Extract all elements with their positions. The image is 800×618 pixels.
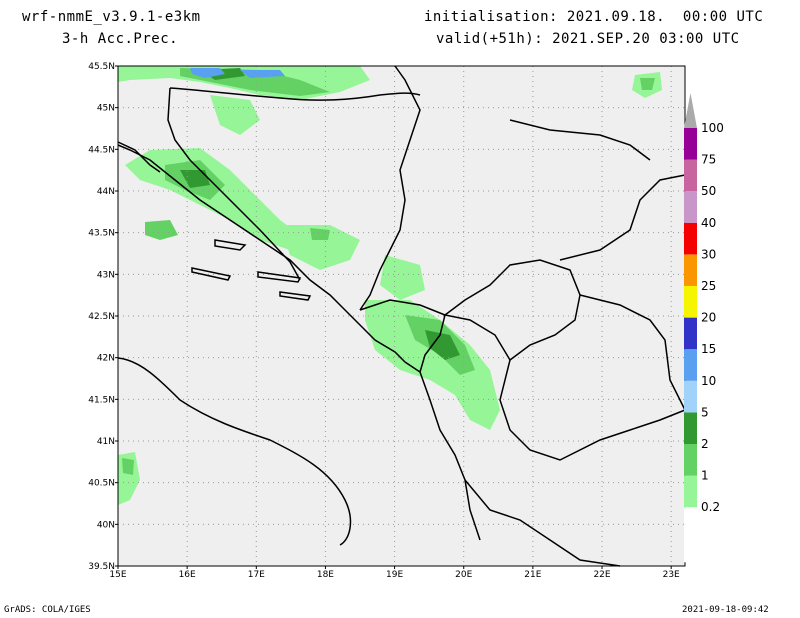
lon-tick-label: 16E — [179, 570, 196, 580]
lon-tick-label: 23E — [663, 570, 680, 580]
lon-tick-label: 18E — [317, 570, 334, 580]
colorbar-label: 0.2 — [701, 500, 720, 514]
latitude-labels: 39.5N 40N 40.5N 41N 41.5N 42N 42.5N 43N 43.5N 44N… — [88, 62, 118, 572]
lon-tick-label: 22E — [593, 570, 610, 580]
lat-tick-label: 42N — [97, 354, 115, 364]
longitude-labels: 15E 16E 17E 18E 19E 20E 21E 22E 23E — [109, 566, 680, 580]
colorbar-label: 2 — [701, 437, 709, 451]
valid-time: valid(+51h): 2021.SEP.20 03:00 UTC — [436, 31, 740, 47]
lat-tick-label: 43.5N — [88, 229, 115, 239]
colorbar-segment — [684, 412, 697, 444]
field-title: 3-h Acc.Prec. — [62, 31, 179, 47]
colorbar-top-arrow — [684, 93, 697, 128]
lat-tick-label: 41N — [97, 437, 115, 447]
init-time: initialisation: 2021.09.18. 00:00 UTC — [424, 9, 764, 25]
model-title: wrf-nmmE_v3.9.1-e3km — [22, 9, 201, 25]
lon-tick-label: 15E — [109, 570, 126, 580]
lat-tick-label: 45.5N — [88, 62, 115, 72]
lat-tick-label: 40N — [97, 520, 115, 530]
colorbar-label: 1 — [701, 469, 709, 483]
coastlines-borders — [117, 65, 686, 567]
plot-timestamp: 2021-09-18-09:42 — [682, 605, 769, 615]
colorbar-segment — [684, 128, 697, 160]
colorbar-label: 20 — [701, 311, 716, 325]
lat-tick-label: 39.5N — [88, 562, 115, 572]
colorbar-label: 10 — [701, 374, 716, 388]
colorbar-segment — [684, 444, 697, 476]
colorbar-segment — [684, 286, 697, 318]
colorbar-segment — [684, 475, 697, 508]
lat-tick-label: 43N — [97, 270, 115, 280]
colorbar-segment — [684, 349, 697, 381]
colorbar-label: 75 — [701, 153, 716, 167]
graticule — [118, 66, 685, 566]
lon-tick-label: 20E — [455, 570, 472, 580]
colorbar-label: 25 — [701, 279, 716, 293]
colorbar-label: 15 — [701, 342, 716, 356]
lon-tick-label: 19E — [386, 570, 403, 580]
lon-tick-label: 17E — [248, 570, 265, 580]
lat-tick-label: 44N — [97, 187, 115, 197]
colorbar-segment — [684, 380, 697, 413]
lat-tick-label: 44.5N — [88, 145, 115, 155]
lat-tick-label: 41.5N — [88, 395, 115, 405]
colorbar-label: 30 — [701, 247, 716, 261]
colorbar-segment — [684, 254, 697, 286]
colorbar-below-range — [684, 507, 697, 563]
colorbar-segment — [684, 159, 697, 192]
precipitation-fields — [118, 66, 662, 505]
lat-tick-label: 40.5N — [88, 479, 115, 489]
grads-credit: GrADS: COLA/IGES — [4, 605, 91, 615]
colorbar-label: 5 — [701, 405, 709, 419]
colorbar-label: 40 — [701, 216, 716, 230]
colorbar-label: 50 — [701, 184, 716, 198]
lat-tick-label: 42.5N — [88, 312, 115, 322]
colorbar-segment — [684, 222, 697, 255]
lon-tick-label: 21E — [524, 570, 541, 580]
colorbar-segment — [684, 317, 697, 350]
colorbar-segment — [684, 191, 697, 223]
colorbar-label: 100 — [701, 121, 724, 135]
lat-tick-label: 45N — [97, 104, 115, 114]
